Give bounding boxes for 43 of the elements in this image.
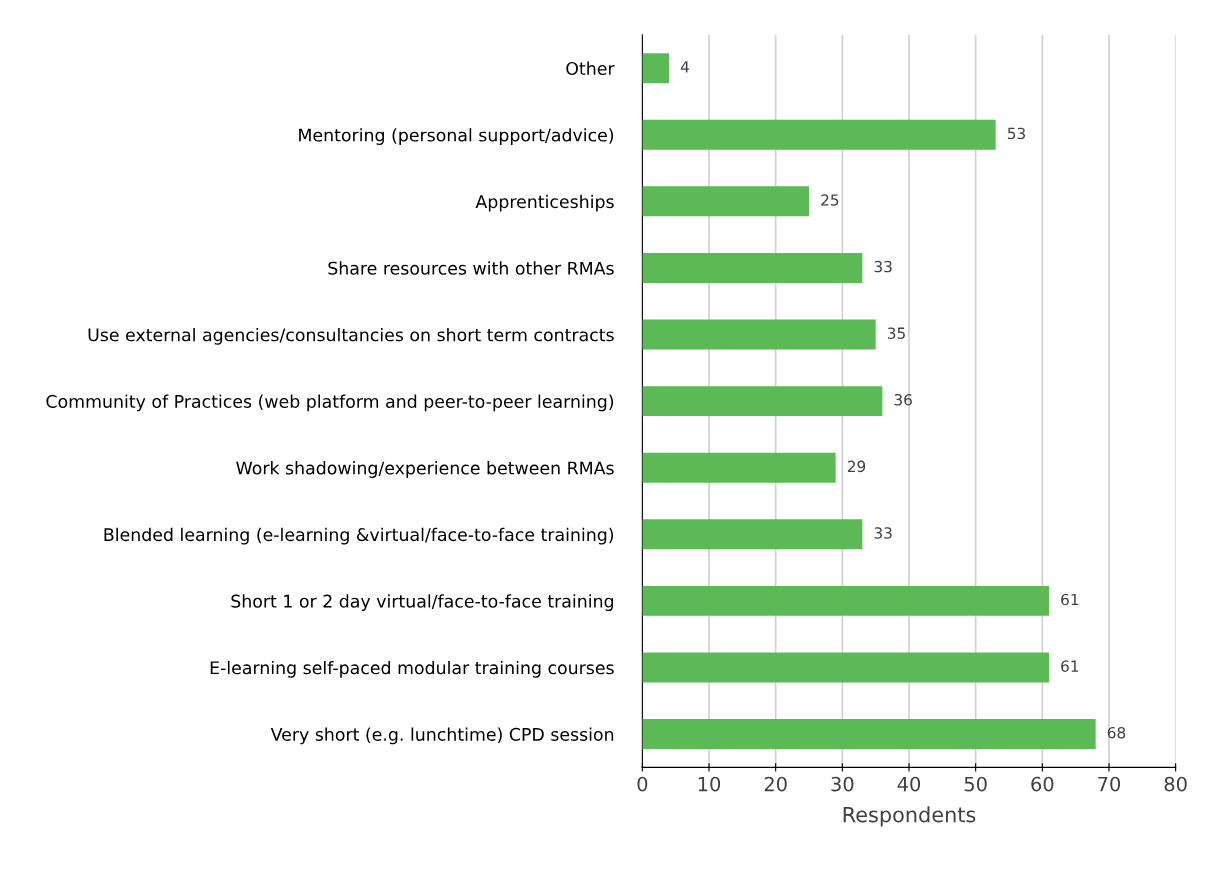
bar — [642, 252, 863, 283]
x-tick-label: 70 — [1098, 776, 1121, 792]
x-tick-label: 0 — [637, 776, 648, 792]
x-tick-label: 60 — [1031, 776, 1054, 792]
data-label: 61 — [1061, 593, 1079, 606]
x-tick-label: 20 — [764, 776, 787, 792]
y-tick-label: Apprenticeships — [475, 194, 614, 212]
y-tick-label: Mentoring (personal support/advice) — [299, 128, 614, 145]
data-label: 33 — [874, 260, 892, 273]
data-label: 68 — [1107, 726, 1126, 739]
x-tick-label: 80 — [1164, 776, 1187, 792]
data-label: 61 — [1061, 660, 1079, 672]
data-label: 35 — [887, 327, 905, 339]
data-label: 4 — [680, 61, 689, 73]
bar — [642, 519, 863, 550]
bar — [642, 186, 810, 217]
x-tick-label: 40 — [897, 776, 921, 792]
data-label: 53 — [1007, 127, 1025, 140]
y-tick-label: Short 1 or 2 day virtual/face-to-face training — [231, 594, 614, 612]
bar — [642, 719, 1096, 750]
x-tick-label: 30 — [831, 776, 854, 792]
x-tick-label: 10 — [698, 776, 721, 792]
data-label: 25 — [821, 194, 839, 206]
y-tick-label: Blended learning (e-learning &virtual/face-to-face training) — [104, 527, 614, 545]
y-tick-label: Work shadowing/experience between RMAs — [236, 461, 614, 478]
data-label: 29 — [847, 460, 866, 473]
y-tick-label: Use external agencies/consultancies on short term contracts — [88, 327, 614, 345]
y-tick-label: Other — [566, 61, 615, 76]
y-tick-label: E-learning self-paced modular training courses — [210, 660, 614, 678]
bar — [642, 319, 876, 350]
bar — [642, 452, 836, 483]
y-tick-label: Share resources with other RMAs — [328, 261, 614, 275]
y-tick-label: Community of Practices (web platform and peer-to-peer learning) — [46, 394, 614, 412]
bar — [642, 119, 996, 150]
bar — [642, 652, 1049, 683]
x-axis-title: Respondents — [843, 806, 976, 827]
bar — [642, 386, 883, 417]
data-label: 36 — [894, 394, 912, 406]
bar — [642, 585, 1049, 616]
bar — [642, 53, 670, 84]
data-label: 33 — [874, 527, 892, 539]
x-tick-label: 50 — [964, 776, 987, 792]
y-tick-label: Very short (e.g. lunchtime) CPD session — [270, 727, 614, 745]
